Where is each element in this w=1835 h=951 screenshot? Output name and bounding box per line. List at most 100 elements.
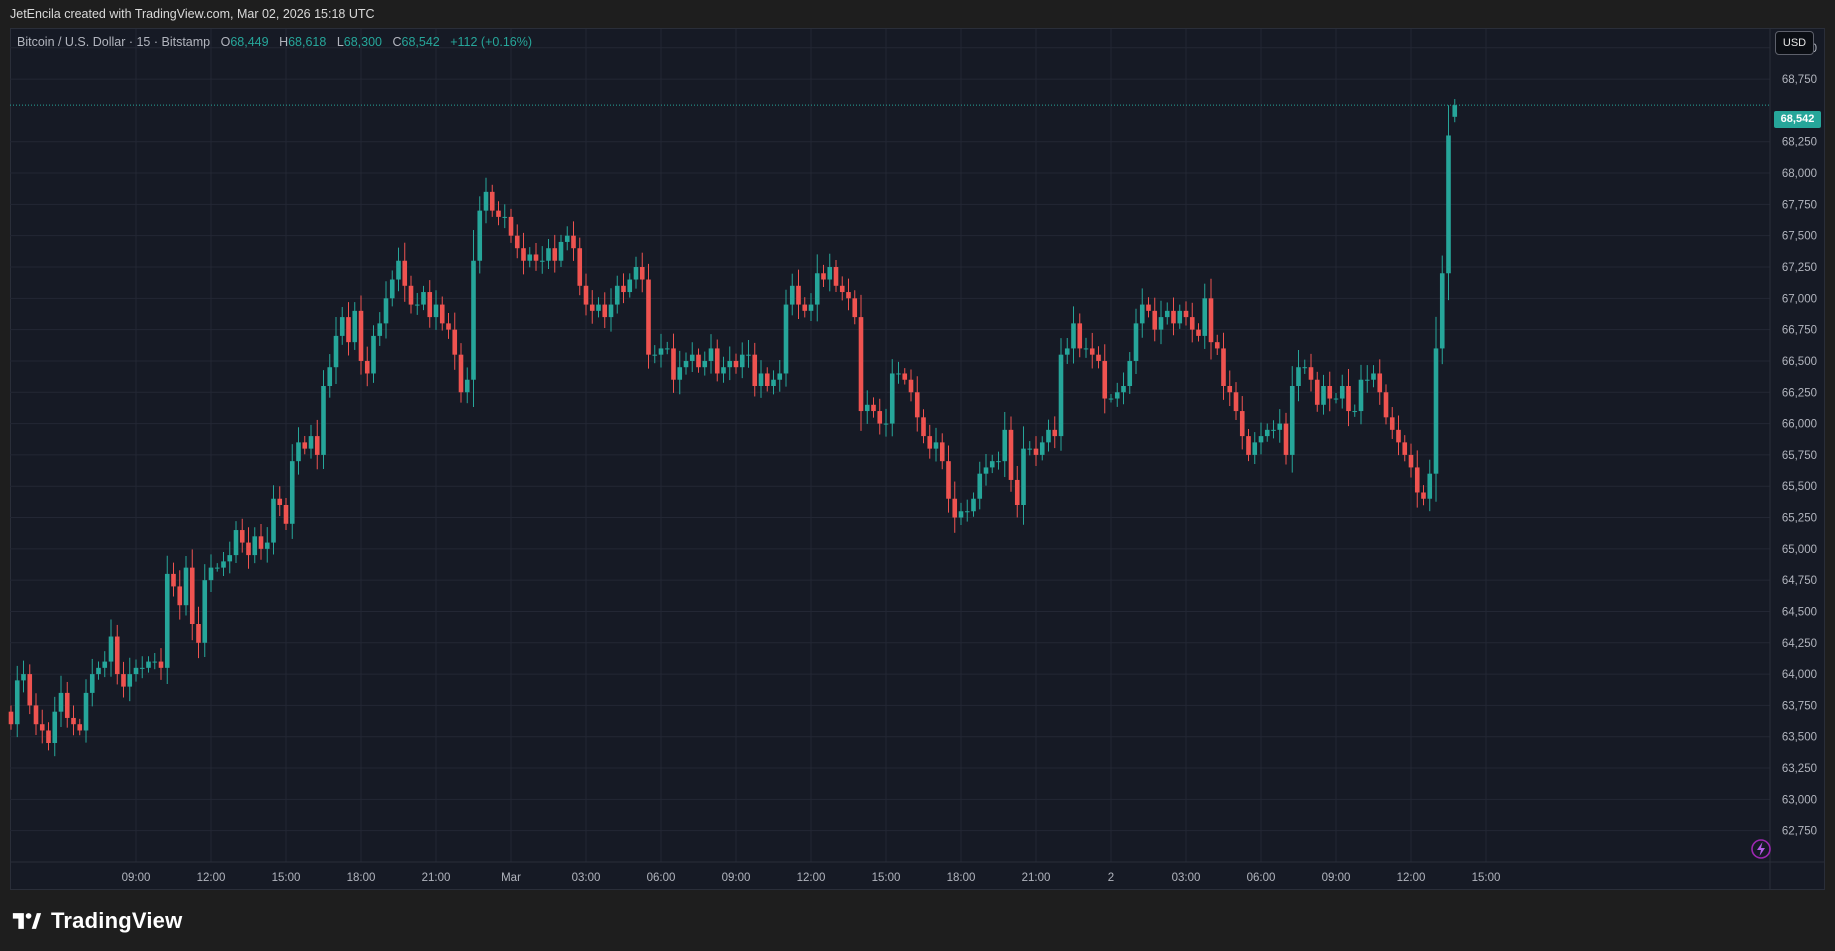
legend-close-label: C (392, 35, 402, 49)
candle-body (1296, 367, 1301, 386)
candle-body (1139, 304, 1145, 324)
candle (827, 253, 833, 292)
x-tick-label: 18:00 (347, 872, 376, 884)
candle (677, 350, 683, 395)
x-tick-label: 2 (1108, 872, 1114, 884)
grid-layer (10, 29, 1770, 862)
y-tick-label: 63,000 (1782, 794, 1817, 806)
candle (1252, 432, 1258, 465)
lightning-icon[interactable] (1750, 838, 1772, 860)
candle (1139, 288, 1145, 338)
candle-body (458, 354, 464, 393)
candle (114, 624, 120, 685)
candle (227, 541, 233, 574)
candle-body (1089, 348, 1095, 355)
legend-low-label: L (336, 35, 344, 49)
x-tick-label: Mar (501, 872, 521, 884)
tradingview-brand[interactable]: TradingView (10, 908, 182, 934)
candle-body (933, 442, 939, 449)
candle (883, 408, 889, 437)
candle-body (658, 348, 664, 355)
candle (877, 398, 883, 435)
candle-body (971, 498, 976, 512)
candle (64, 681, 70, 728)
candle (83, 679, 89, 743)
candle-body (783, 304, 789, 374)
legend-open-value: 68,449 (230, 35, 269, 49)
candle (633, 256, 639, 289)
candle-body (839, 285, 845, 293)
candle-body (558, 241, 564, 261)
candle-body (1371, 373, 1376, 380)
candle (202, 564, 208, 658)
candle (208, 554, 214, 592)
candle-body (8, 711, 14, 725)
candle (352, 302, 358, 350)
candle-body (939, 442, 945, 462)
y-tick-label: 66,750 (1782, 325, 1817, 337)
candle-body (1121, 386, 1126, 393)
chart-frame[interactable] (10, 28, 1825, 890)
symbol-legend[interactable]: Bitcoin / U.S. Dollar · 15 · Bitstamp O6… (17, 35, 532, 49)
candle (427, 280, 433, 328)
candle (964, 499, 970, 522)
candle-body (402, 260, 408, 286)
candle (396, 247, 401, 292)
candle (102, 651, 108, 678)
candle-body (546, 248, 551, 261)
candle (483, 177, 489, 224)
candle (377, 312, 383, 346)
candle-body (1114, 392, 1120, 399)
candle (777, 360, 783, 392)
candle-body (1146, 304, 1151, 311)
candle (302, 435, 308, 455)
candle (596, 297, 601, 318)
y-tick-label: 65,500 (1782, 481, 1817, 493)
candle-body (102, 661, 108, 668)
candle-body (883, 423, 889, 425)
candle-body (1427, 473, 1433, 499)
candle (477, 196, 483, 274)
candle-body (614, 285, 620, 305)
candle (1058, 338, 1064, 451)
x-tick-label: 03:00 (572, 872, 601, 884)
candle-body (977, 473, 983, 499)
candle-body (1052, 429, 1058, 437)
candle-layer (8, 99, 1458, 757)
candle (389, 270, 395, 307)
candle-body (1227, 386, 1233, 393)
candle (546, 238, 551, 269)
candle-body (589, 304, 595, 311)
x-tick-label: 15:00 (872, 872, 901, 884)
candle (264, 527, 270, 563)
candle (196, 606, 201, 659)
candle (1408, 443, 1414, 478)
candle (989, 454, 995, 474)
candle (933, 427, 939, 462)
candle (1214, 334, 1220, 355)
candle-body (277, 498, 283, 505)
candle (127, 657, 133, 702)
candle (146, 656, 151, 673)
candle-body (189, 567, 195, 624)
candle-body (833, 267, 839, 286)
candle-body (1183, 310, 1189, 318)
candle-body (602, 304, 608, 318)
candle-body (1014, 479, 1020, 505)
y-tick-label: 64,000 (1782, 669, 1817, 681)
candle (152, 653, 158, 670)
candle-body (1339, 386, 1345, 399)
candle-body (1277, 423, 1283, 430)
candle-body (239, 530, 245, 543)
candle-body (164, 573, 170, 668)
candle (333, 317, 339, 384)
candle-body (1446, 135, 1451, 274)
candle-body (1271, 429, 1276, 431)
candle (171, 562, 176, 597)
currency-button[interactable]: USD (1775, 31, 1814, 55)
candle-body (1189, 317, 1195, 330)
candle (489, 184, 495, 217)
legend-symbol[interactable]: Bitcoin / U.S. Dollar · 15 · Bitstamp (17, 35, 211, 49)
candle-body (1214, 342, 1220, 349)
